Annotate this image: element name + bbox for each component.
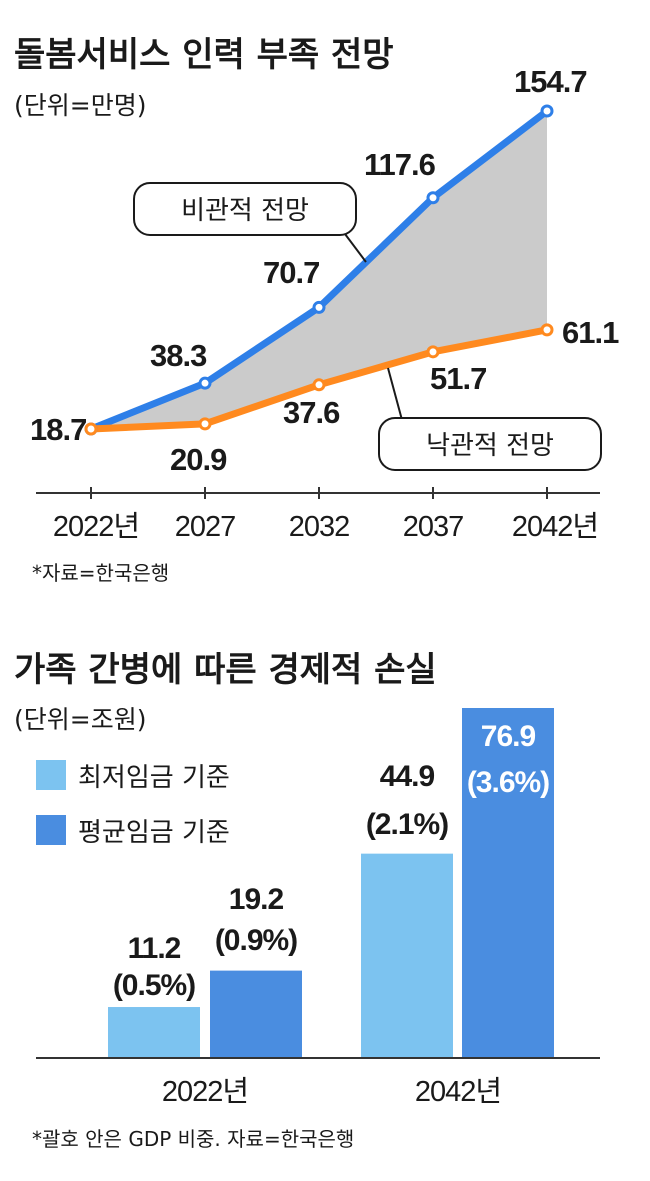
x-tick-label-4: 2042년 <box>512 511 598 543</box>
legend-swatch-avg-wage <box>36 815 66 845</box>
pessimistic-point-1 <box>198 376 212 390</box>
bar-pct-avg-2042: (3.6%) <box>467 766 549 799</box>
pessimistic-callout: 비관적 전망 <box>133 182 367 263</box>
bar-category-2022: 2022년 <box>162 1076 248 1108</box>
opt-label-2042: 61.1 <box>562 315 619 350</box>
bar-category-2042: 2042년 <box>415 1076 501 1108</box>
bar-avg-wage-2042 <box>462 708 554 1058</box>
line-chart-source: *자료=한국은행 <box>32 561 169 585</box>
pessimistic-callout-label: 비관적 전망 <box>181 196 309 226</box>
line-chart-title: 돌봄서비스 인력 부족 전망 <box>14 35 394 75</box>
optimistic-points <box>84 323 554 436</box>
bar-pct-avg-2022: (0.9%) <box>215 924 297 957</box>
pess-label-2042: 154.7 <box>514 64 587 99</box>
bar-min-wage-2042 <box>361 853 453 1058</box>
line-chart-unit: (단위=만명) <box>14 91 146 120</box>
pess-label-2037: 117.6 <box>364 147 436 182</box>
x-tick-label-0: 2022년 <box>53 511 139 543</box>
bar-label-avg-2042: 76.9 <box>481 720 536 753</box>
optimistic-callout-label: 낙관적 전망 <box>426 431 554 461</box>
optimistic-point-1 <box>198 417 212 431</box>
legend: 최저임금 기준 평균임금 기준 <box>36 760 230 848</box>
pess-label-2022: 18.7 <box>30 412 86 447</box>
bar-label-min-2042: 44.9 <box>380 760 435 793</box>
opt-label-2027: 20.9 <box>170 442 227 477</box>
bar-min-wage-2022 <box>108 1007 200 1058</box>
optimistic-point-4 <box>540 323 554 337</box>
pessimistic-point-2 <box>312 300 326 314</box>
bar-chart-source: *괄호 안은 GDP 비중. 자료=한국은행 <box>32 1127 354 1151</box>
legend-swatch-min-wage <box>36 760 66 790</box>
optimistic-point-2 <box>312 378 326 392</box>
optimistic-point-3 <box>426 345 440 359</box>
bar-pct-min-2042: (2.1%) <box>366 808 448 841</box>
bar-chart-title: 가족 간병에 따른 경제적 손실 <box>14 650 437 690</box>
bar-label-avg-2022: 19.2 <box>229 883 284 916</box>
x-tick-label-1: 2027 <box>175 511 236 543</box>
legend-label-avg-wage: 평균임금 기준 <box>78 818 230 848</box>
pess-label-2032: 70.7 <box>263 255 319 290</box>
bar-chart-unit: (단위=조원) <box>14 705 146 734</box>
bar-chart: 가족 간병에 따른 경제적 손실 (단위=조원) 최저임금 기준 평균임금 기준… <box>14 650 600 1151</box>
opt-label-2032: 37.6 <box>283 395 340 430</box>
x-ticks: 2022년 2027 2032 2037 2042년 <box>53 487 599 543</box>
opt-label-2037: 51.7 <box>430 361 486 396</box>
legend-label-min-wage: 최저임금 기준 <box>78 763 230 793</box>
line-chart: 돌봄서비스 인력 부족 전망 (단위=만명) 2022년 2027 2032 2037… <box>14 35 620 585</box>
pess-label-2027: 38.3 <box>150 338 207 373</box>
bar-avg-wage-2022 <box>210 970 302 1058</box>
x-tick-label-3: 2037 <box>403 511 464 543</box>
pessimistic-point-3 <box>426 191 440 205</box>
optimistic-point-0 <box>84 422 98 436</box>
bar-label-min-2022: 11.2 <box>128 932 181 965</box>
optimistic-callout: 낙관적 전망 <box>378 367 602 471</box>
bar-pct-min-2022: (0.5%) <box>113 969 195 1002</box>
pessimistic-point-4 <box>540 104 554 118</box>
x-tick-label-2: 2032 <box>289 511 350 543</box>
